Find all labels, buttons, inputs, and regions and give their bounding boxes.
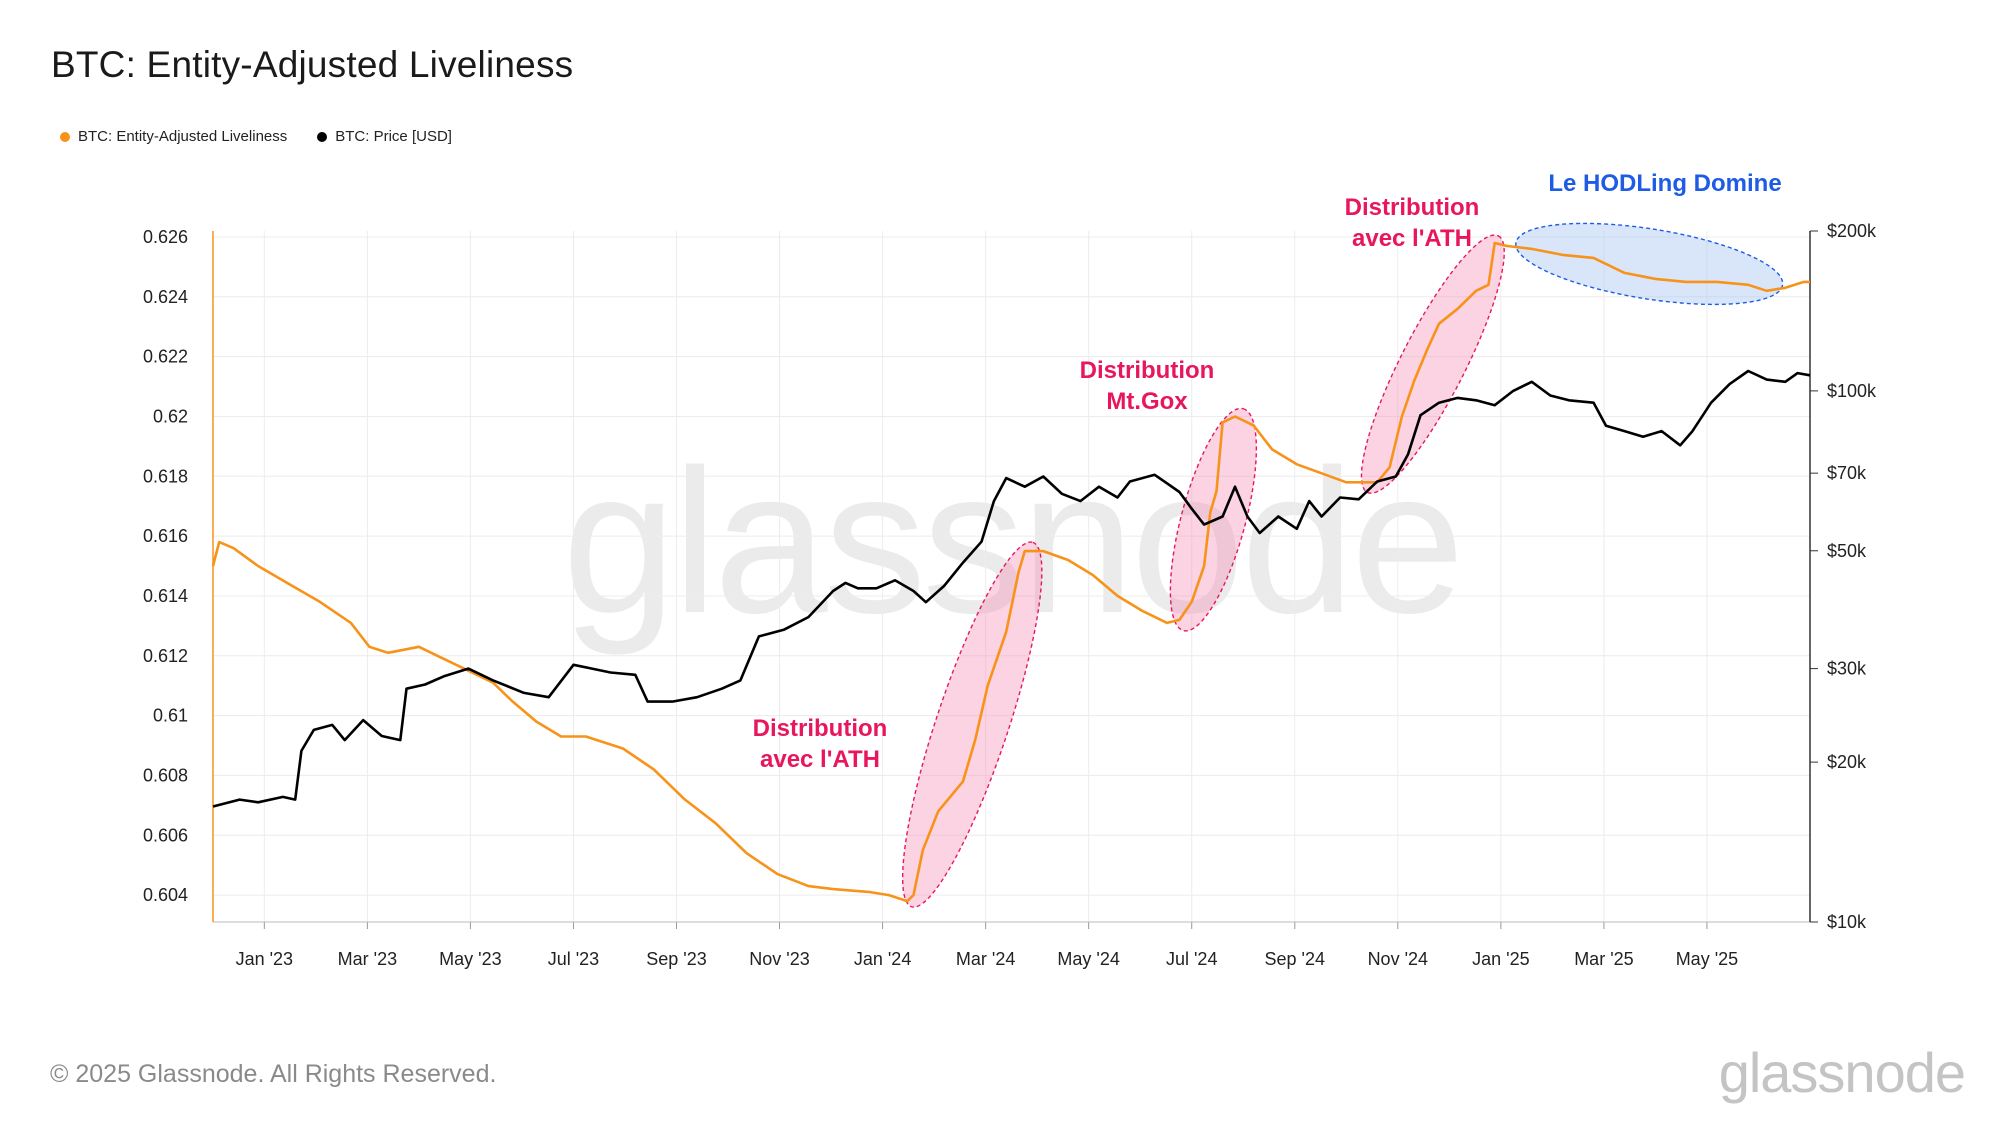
x-tick-label: May '23 <box>439 949 501 969</box>
annotation-label-ath-2025: Distribution <box>1345 194 1480 221</box>
y-left-tick-label: 0.614 <box>143 586 188 606</box>
annotation-label-hodl: Le HODLing Domine <box>1548 170 1781 197</box>
series-line-price <box>212 369 1811 808</box>
y-left-tick-label: 0.608 <box>143 765 188 785</box>
watermark-text: glassnode <box>562 427 1461 656</box>
x-tick-label: Mar '24 <box>956 949 1015 969</box>
annotation-label-mtgox: Distribution <box>1080 357 1215 384</box>
annotation-label-ath-2025: avec l'ATH <box>1352 225 1472 252</box>
annotation-label-mtgox: Mt.Gox <box>1106 388 1188 415</box>
y-left-tick-label: 0.622 <box>143 347 188 367</box>
chart-legend: BTC: Entity-Adjusted Liveliness BTC: Pri… <box>60 128 452 145</box>
annotation-label-ath-2024: avec l'ATH <box>760 746 880 773</box>
y-left-tick-label: 0.606 <box>143 825 188 845</box>
y-right-tick-label: $20k <box>1827 752 1867 772</box>
x-tick-label: May '24 <box>1057 949 1119 969</box>
y-left-tick-label: 0.612 <box>143 646 188 666</box>
y-left-tick-label: 0.626 <box>143 227 188 247</box>
legend-item-price[interactable]: BTC: Price [USD] <box>317 128 452 145</box>
x-tick-label: Nov '24 <box>1368 949 1428 969</box>
x-tick-label: Sep '23 <box>646 949 707 969</box>
y-right-tick-label: $10k <box>1827 912 1867 932</box>
y-right-tick-label: $30k <box>1827 659 1867 679</box>
annotation-ellipse-hodl <box>1515 222 1784 306</box>
legend-dot-icon <box>60 131 70 142</box>
y-left-tick-label: 0.618 <box>143 466 188 486</box>
y-left-tick-label: 0.624 <box>143 287 188 307</box>
x-tick-label: Nov '23 <box>749 949 809 969</box>
annotation-label-ath-2024: Distribution <box>753 715 888 742</box>
y-right-tick-label: $200k <box>1827 221 1877 241</box>
y-right-tick-label: $50k <box>1827 541 1867 561</box>
copyright-text: © 2025 Glassnode. All Rights Reserved. <box>50 1060 497 1088</box>
glassnode-logo: glassnode <box>1718 1041 1966 1104</box>
chart-title: BTC: Entity-Adjusted Liveliness <box>51 44 574 85</box>
x-tick-label: Mar '23 <box>338 949 397 969</box>
x-tick-label: May '25 <box>1676 949 1738 969</box>
x-tick-label: Jul '23 <box>548 949 599 969</box>
y-left-tick-label: 0.61 <box>153 706 188 726</box>
x-tick-label: Jan '23 <box>236 949 293 969</box>
y-right-tick-label: $70k <box>1827 463 1867 483</box>
legend-label-liveliness: BTC: Entity-Adjusted Liveliness <box>78 128 288 145</box>
y-right-tick-label: $100k <box>1827 381 1877 401</box>
legend-label-price: BTC: Price [USD] <box>335 128 452 145</box>
y-left-tick-label: 0.616 <box>143 526 188 546</box>
legend-dot-icon <box>317 131 328 142</box>
y-left-tick-label: 0.604 <box>143 885 188 905</box>
y-left-tick-label: 0.62 <box>153 406 188 426</box>
x-tick-label: Jan '25 <box>1472 949 1529 969</box>
x-tick-label: Jul '24 <box>1166 949 1217 969</box>
series-line-liveliness <box>211 241 1810 903</box>
x-tick-label: Jan '24 <box>854 949 911 969</box>
x-tick-label: Mar '25 <box>1574 949 1633 969</box>
x-tick-label: Sep '24 <box>1265 949 1326 969</box>
legend-item-liveliness[interactable]: BTC: Entity-Adjusted Liveliness <box>60 128 287 145</box>
